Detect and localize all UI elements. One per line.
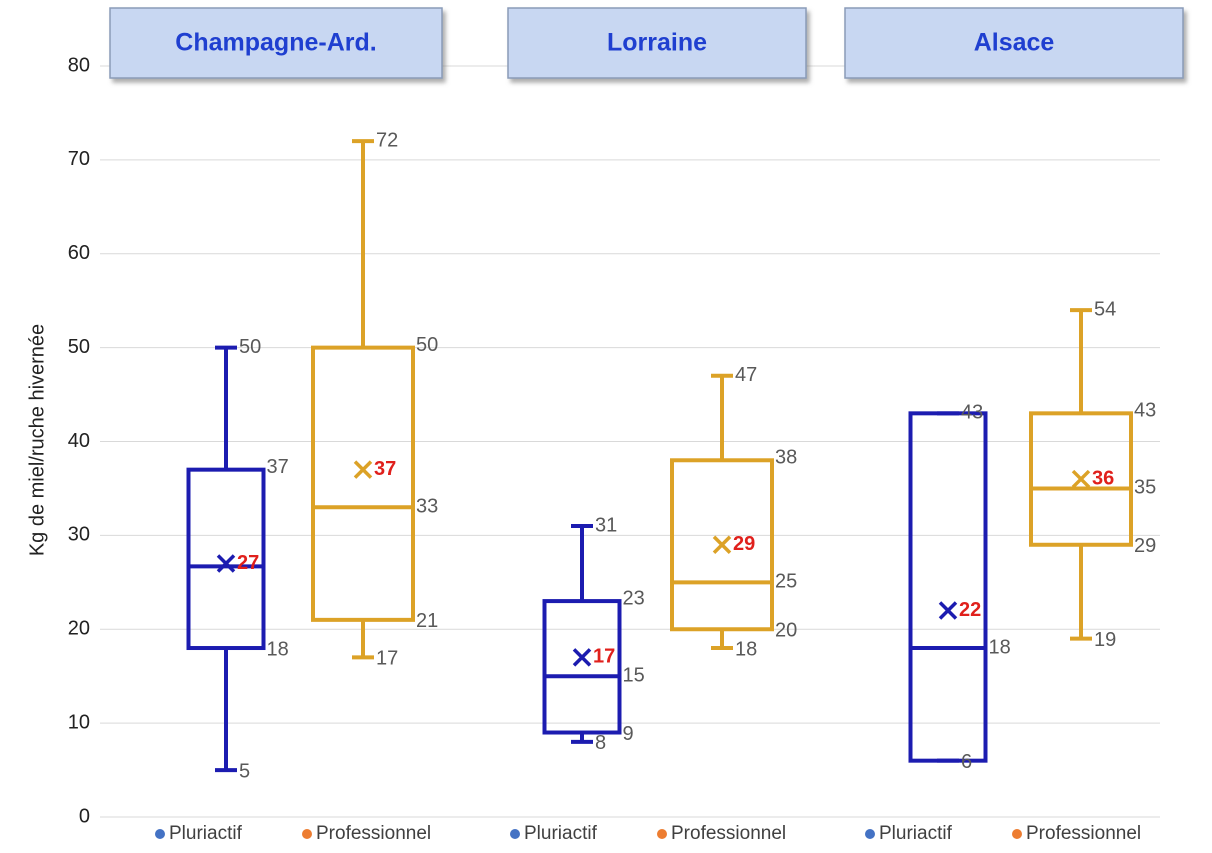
value-label: 18 <box>267 638 289 660</box>
legend-marker <box>302 829 312 839</box>
mean-label: 22 <box>959 599 981 621</box>
value-label: 38 <box>775 447 797 469</box>
mean-marker <box>353 460 373 479</box>
legend-label: Professionnel <box>1026 823 1141 844</box>
y-tick-label: 30 <box>68 524 90 546</box>
value-label: 47 <box>735 364 757 386</box>
value-label: 18 <box>735 638 757 660</box>
mean-marker <box>216 554 236 573</box>
value-label: 15 <box>623 664 645 686</box>
value-label: 50 <box>416 334 438 356</box>
y-tick-label: 80 <box>68 54 90 76</box>
group-header <box>507 7 807 79</box>
value-label: 21 <box>416 610 438 632</box>
box <box>311 345 415 622</box>
y-tick-label: 50 <box>68 336 90 358</box>
value-label: 18 <box>989 636 1011 658</box>
mean-label: 17 <box>593 646 615 668</box>
value-label: 37 <box>267 456 289 478</box>
value-label: 43 <box>961 402 983 424</box>
box <box>908 411 988 763</box>
box <box>542 599 622 735</box>
value-label: 33 <box>416 495 438 517</box>
value-label: 35 <box>1134 477 1156 499</box>
group-title: Alsace <box>974 29 1055 57</box>
value-label: 43 <box>1134 400 1156 422</box>
group-title: Lorraine <box>607 29 707 57</box>
y-tick-label: 40 <box>68 430 90 452</box>
mean-label: 36 <box>1092 467 1114 489</box>
legend-label: Pluriactif <box>879 823 953 844</box>
legend-marker <box>155 829 165 839</box>
legend-label: Pluriactif <box>169 823 243 844</box>
mean-marker <box>712 535 732 555</box>
mean-label: 27 <box>237 552 259 574</box>
legend-label: Pluriactif <box>524 823 598 844</box>
mean-marker <box>572 648 592 667</box>
y-tick-label: 0 <box>79 805 90 827</box>
group-header <box>844 7 1184 79</box>
value-label: 23 <box>623 587 645 609</box>
value-label: 5 <box>239 760 250 782</box>
value-label: 54 <box>1094 298 1116 320</box>
value-label: 9 <box>623 723 634 745</box>
value-label: 8 <box>595 732 606 754</box>
value-label: 29 <box>1134 535 1156 557</box>
mean-label: 37 <box>374 458 396 480</box>
value-label: 6 <box>961 751 972 773</box>
value-label: 72 <box>376 129 398 151</box>
mean-marker <box>1071 469 1091 489</box>
y-tick-label: 10 <box>68 711 90 733</box>
legend-marker <box>865 829 875 839</box>
y-axis-label: Kg de miel/ruche hivernée <box>26 324 48 556</box>
legend-label: Professionnel <box>671 823 786 844</box>
group-header <box>109 7 443 79</box>
legend-marker <box>1012 829 1022 839</box>
legend-marker <box>657 829 667 839</box>
y-tick-label: 70 <box>68 148 90 170</box>
y-tick-label: 20 <box>68 618 90 640</box>
y-tick-label: 60 <box>68 242 90 264</box>
legend-marker <box>510 829 520 839</box>
mean-label: 29 <box>733 533 755 555</box>
value-label: 20 <box>775 620 797 642</box>
value-label: 25 <box>775 571 797 593</box>
box <box>186 467 266 651</box>
box <box>1029 411 1133 547</box>
group-title: Champagne-Ard. <box>175 29 376 57</box>
value-label: 50 <box>239 336 261 358</box>
value-label: 17 <box>376 648 398 670</box>
mean-marker <box>938 601 958 620</box>
value-label: 31 <box>595 514 617 536</box>
value-label: 19 <box>1094 629 1116 651</box>
box <box>670 458 774 632</box>
legend-label: Professionnel <box>316 823 431 844</box>
